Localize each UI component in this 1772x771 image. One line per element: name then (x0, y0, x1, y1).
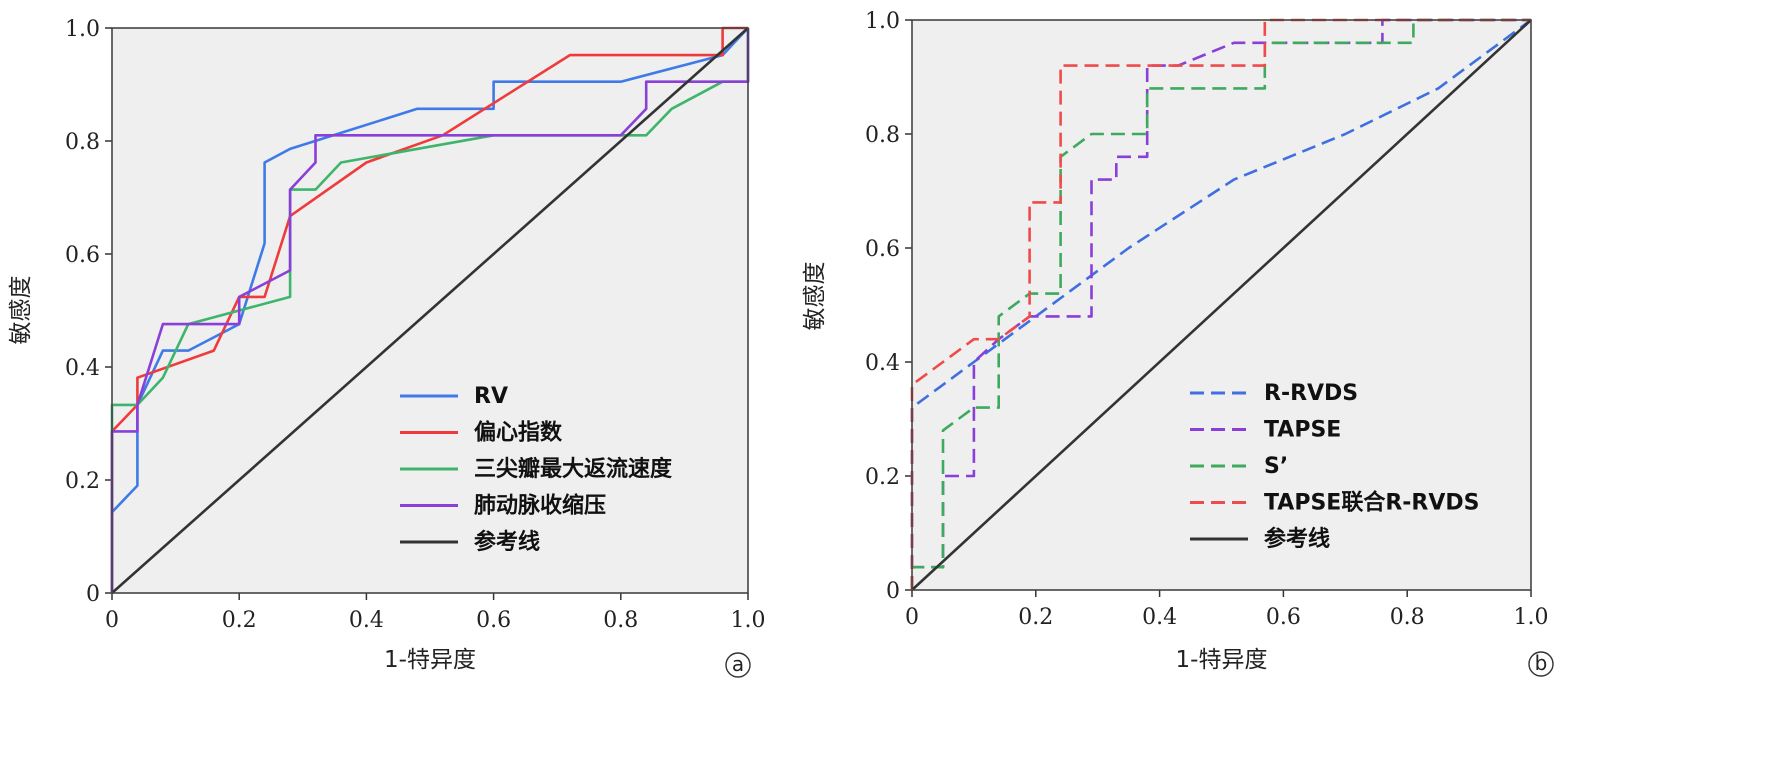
y-tick-label: 0.2 (865, 465, 900, 490)
x-tick-label: 1.0 (731, 608, 766, 633)
x-tick-label: 0.6 (1266, 605, 1301, 630)
x-tick-label: 0 (905, 605, 919, 630)
y-tick-label: 0 (86, 582, 100, 607)
panel-label-circle (1528, 651, 1554, 677)
x-tick-label: 0.4 (1142, 605, 1177, 630)
x-tick-label: 1.0 (1514, 605, 1549, 630)
y-axis-title: 敏感度 (802, 262, 828, 331)
legend-label: TAPSE联合R-RVDS (1264, 490, 1479, 516)
y-axis-title: 敏感度 (8, 276, 34, 345)
y-tick-label: 0.4 (65, 356, 100, 381)
x-tick-label: 0.8 (1390, 605, 1425, 630)
x-tick-label: 0 (105, 608, 119, 633)
legend-label: 肺动脉收缩压 (474, 493, 606, 519)
series-line-TAPSE (910, 18, 1531, 590)
series-line-参考线 (111, 27, 749, 594)
y-tick-label: 0.2 (65, 469, 100, 494)
panel-label: b (1535, 651, 1548, 675)
y-tick-label: 0.6 (865, 237, 900, 262)
series-line-三尖瓣最大返流速度 (110, 28, 750, 593)
series-line-肺动脉收缩压 (110, 28, 750, 593)
panel-a: 00 0.2 0.2 0.4 0.4 0.6 0.6 0.8 0.8 1.0 1.0 RV 偏心指数三尖… (8, 17, 766, 678)
legend-label: S’ (1264, 454, 1288, 479)
panel-label: a (732, 652, 744, 676)
y-tick-label: 0.4 (865, 351, 900, 376)
series-line-偏心指数 (110, 26, 748, 593)
y-tick-label: 1.0 (65, 17, 100, 42)
series-line-TAPSE联合R-RVDS (910, 18, 1531, 590)
legend-label: 参考线 (1264, 526, 1330, 552)
legend-label: 偏心指数 (474, 420, 563, 446)
panel-label-circle (725, 652, 751, 678)
y-tick-label: 0.6 (65, 243, 100, 268)
x-tick-label: 0.8 (603, 608, 638, 633)
y-tick-label: 0 (886, 579, 900, 604)
series-line-R-RVDS (910, 18, 1532, 590)
plot-frame (111, 27, 749, 594)
y-tick-label: 1.0 (865, 9, 900, 34)
legend-label: 参考线 (474, 529, 540, 555)
legend-label: TAPSE (1264, 418, 1341, 443)
x-tick-label: 0.6 (476, 608, 511, 633)
plot-frame (911, 19, 1532, 591)
legend-label: 三尖瓣最大返流速度 (474, 456, 673, 482)
panel-b: 00 0.2 0.2 0.4 0.4 0.6 0.6 0.8 0.8 1.0 1.0 R-RVDS TA… (802, 9, 1554, 677)
x-tick-label: 0.4 (349, 608, 384, 633)
x-axis-title: 1-特异度 (1176, 647, 1268, 673)
x-tick-label: 0.2 (222, 608, 257, 633)
series-line-参考线 (911, 19, 1532, 591)
legend-label: R-RVDS (1264, 381, 1358, 406)
x-tick-label: 0.2 (1018, 605, 1053, 630)
y-tick-label: 0.8 (865, 123, 900, 148)
x-axis-title: 1-特异度 (384, 647, 476, 673)
series-line-RV (110, 27, 749, 593)
y-tick-label: 0.8 (65, 130, 100, 155)
legend-label: RV (474, 384, 508, 409)
